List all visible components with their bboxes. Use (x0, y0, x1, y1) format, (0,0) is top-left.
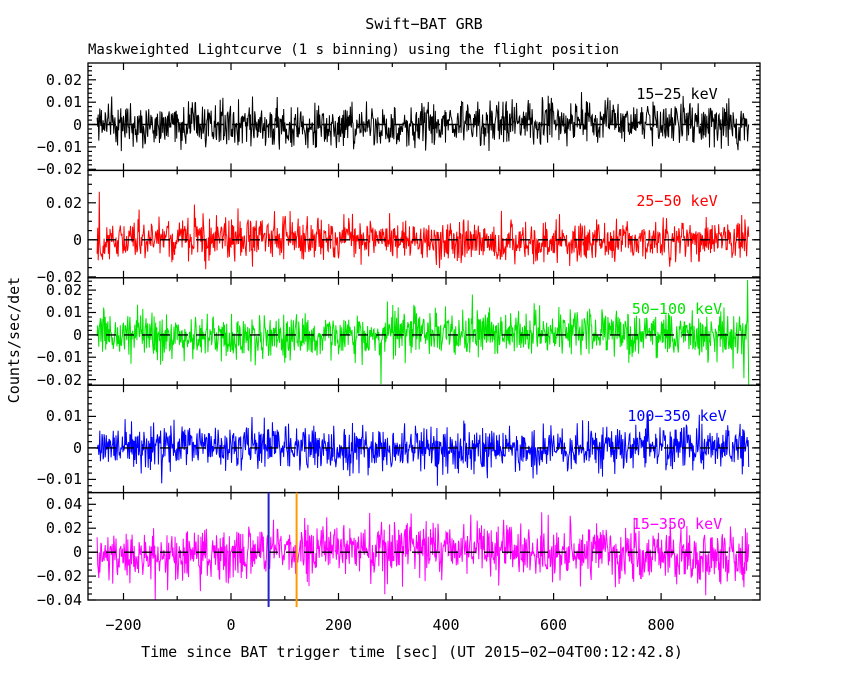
y-tick-label-15-350: 0.02 (45, 519, 82, 538)
y-tick-label-100-350: 0.01 (45, 407, 82, 426)
x-tick-label: 0 (226, 616, 236, 634)
y-tick-label-50-100: −0.02 (36, 370, 82, 389)
y-tick-label-15-25: −0.01 (36, 137, 82, 156)
y-tick-label-15-25: −0.02 (36, 160, 82, 179)
y-tick-label-15-350: −0.02 (36, 567, 82, 586)
panel-frame-25-50 (87, 169, 761, 279)
panel-label-15-25: 15−25 keV (636, 85, 718, 103)
x-tick-label: 200 (324, 616, 353, 634)
y-tick-label-50-100: 0.01 (45, 303, 82, 322)
y-tick-label-15-350: −0.04 (36, 591, 82, 609)
chart-title: Swift−BAT GRB (365, 15, 483, 33)
y-tick-label-15-25: 0.02 (45, 70, 82, 89)
y-tick-label-15-25: 0 (72, 115, 82, 134)
y-tick-label-50-100: 0 (72, 325, 82, 344)
lightcurve-100-350-keV (96, 414, 750, 486)
y-tick-label-15-25: 0.01 (45, 93, 82, 112)
lightcurve-15-350-keV (96, 512, 750, 601)
y-tick-label-100-350: −0.01 (36, 470, 82, 489)
lightcurve-25-50-keV (96, 191, 750, 270)
y-tick-label-15-350: 0.04 (45, 495, 82, 514)
panel-label-15-350: 15−350 keV (631, 514, 723, 533)
lightcurve-15-25-keV (96, 92, 750, 152)
x-tick-label: 600 (540, 616, 568, 634)
panel-label-25-50: 25−50 keV (636, 192, 718, 211)
y-tick-label-25-50: 0.02 (45, 193, 82, 212)
panel-label-100-350: 100−350 keV (627, 407, 727, 426)
y-tick-label-100-350: 0 (72, 438, 82, 457)
y-tick-label-25-50: 0 (72, 230, 82, 249)
chart-subtitle: Maskweighted Lightcurve (1 s binning) us… (88, 42, 620, 58)
y-tick-label-50-100: 0.02 (45, 281, 82, 300)
x-axis-label: Time since BAT trigger time [sec] (UT 20… (141, 643, 683, 661)
x-tick-label: −200 (105, 616, 142, 634)
y-tick-label-50-100: −0.01 (36, 348, 82, 367)
x-tick-label: 400 (432, 616, 460, 634)
y-tick-label-15-350: 0 (72, 543, 82, 562)
lightcurve-50-100-keV (96, 279, 750, 386)
x-tick-label: 800 (647, 616, 675, 634)
panel-label-50-100: 50−100 keV (631, 299, 723, 318)
y-tick-label-25-50: −0.02 (36, 267, 82, 286)
